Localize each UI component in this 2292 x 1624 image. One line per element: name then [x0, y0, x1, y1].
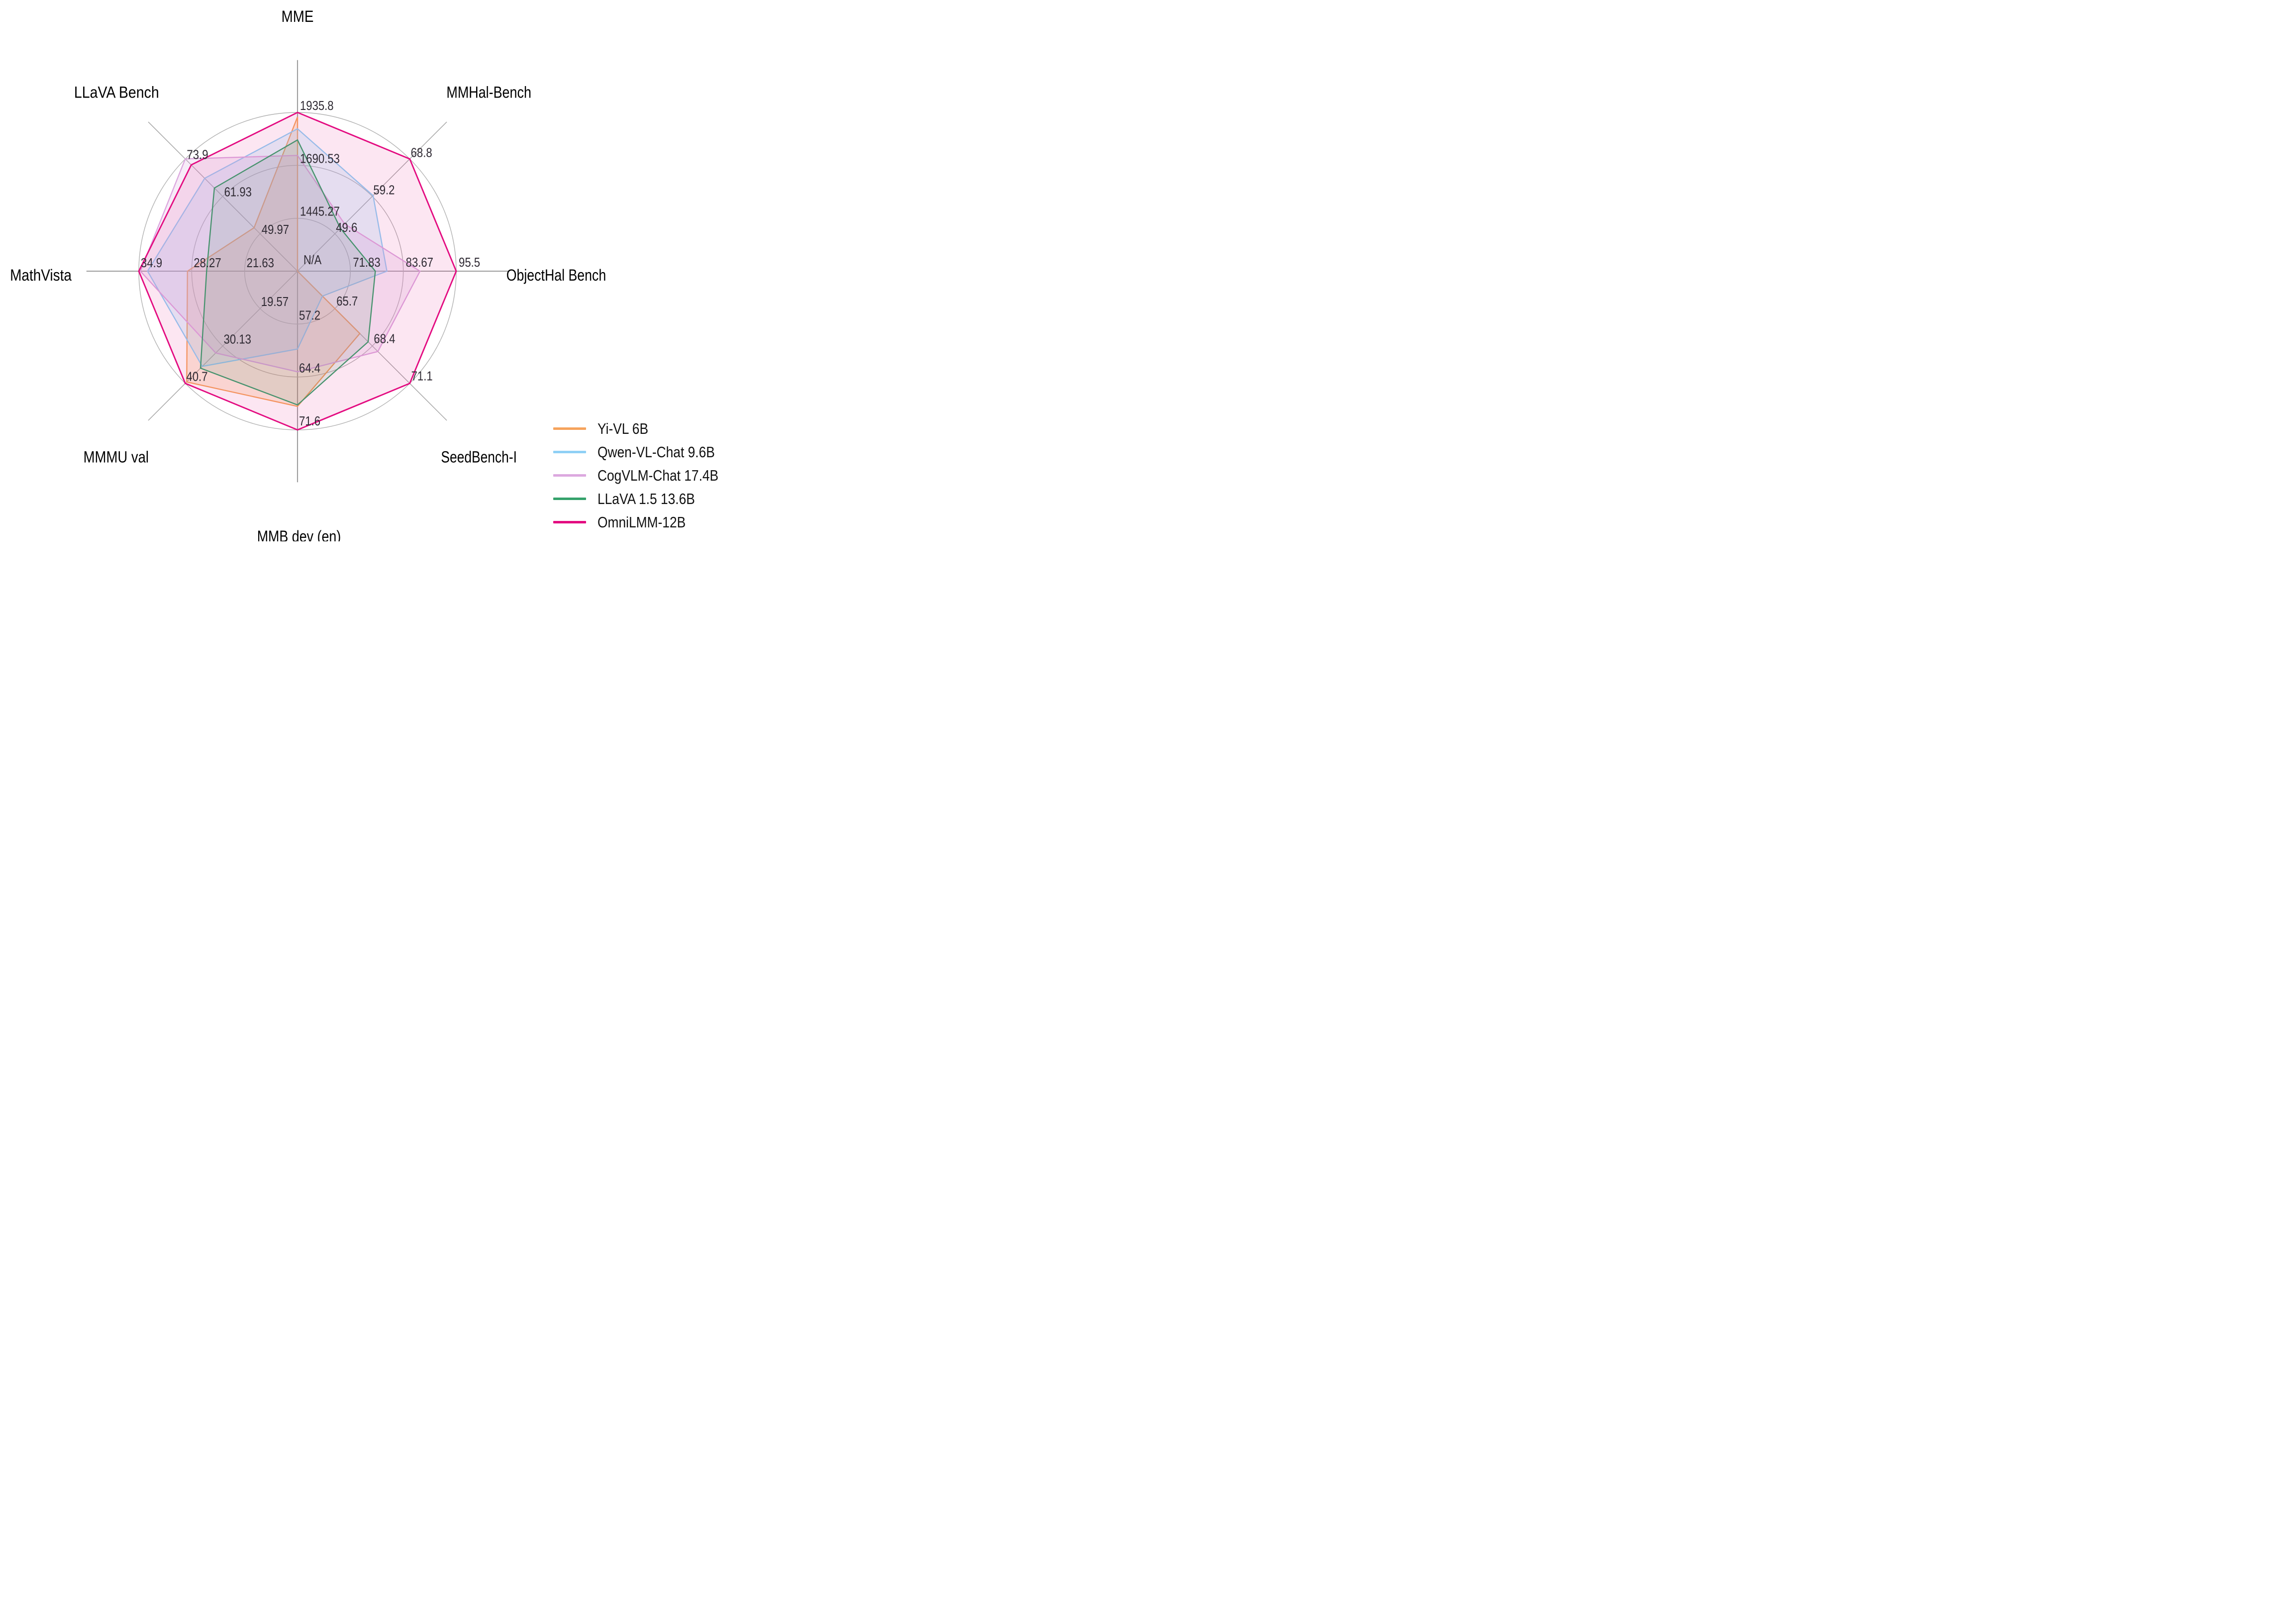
tick-label-llava-bench-1: 61.93 — [224, 185, 252, 200]
axis-title-mme: MME — [282, 7, 314, 25]
legend-item-yi-vl-6b: Yi-VL 6B — [553, 417, 762, 440]
radar-chart: 1445.27 1690.53 1935.8 49.6 59.2 68.8 71.83 83.… — [10, 7, 606, 541]
legend-label: Qwen-VL-Chat 9.6B — [598, 443, 715, 461]
tick-label-mmb-dev-en-2: 71.6 — [299, 413, 320, 428]
tick-label-mathvista-1: 28.27 — [194, 255, 221, 270]
series-polygon-llava-1-5-13-6b — [199, 139, 376, 406]
series-polygon-omnilmm-12b — [138, 111, 457, 431]
tick-label-mme-1: 1690.53 — [300, 151, 340, 166]
axis-title-objecthal-bench: ObjectHal Bench — [506, 266, 606, 284]
tick-label-llava-bench-2: 73.9 — [187, 147, 208, 162]
tick-label-seedbench-i-2: 71.1 — [411, 369, 433, 384]
axis-title-mmhal-bench: MMHal-Bench — [446, 83, 531, 101]
tick-label-seedbench-i-1: 68.4 — [374, 331, 395, 346]
tick-label-objecthal-bench-0: 71.83 — [353, 255, 380, 270]
tick-label-mmmu-val-2: 40.7 — [186, 369, 207, 384]
legend-label: CogVLM-Chat 17.4B — [598, 466, 719, 484]
legend-line-icon — [553, 498, 586, 500]
tick-label-mmb-dev-en-1: 64.4 — [299, 361, 320, 376]
tick-label-llava-bench-0: 49.97 — [262, 222, 289, 237]
axis-title-mathvista: MathVista — [10, 266, 72, 284]
legend-item-qwen-vl-chat-9-6b: Qwen-VL-Chat 9.6B — [553, 440, 762, 464]
tick-label-mmb-dev-en-0: 57.2 — [299, 307, 320, 322]
legend: Yi-VL 6B Qwen-VL-Chat 9.6B CogVLM-Chat 17.… — [553, 417, 762, 534]
legend-label: Yi-VL 6B — [598, 419, 649, 437]
legend-line-icon — [553, 427, 586, 430]
tick-label-mmmu-val-1: 30.13 — [224, 331, 251, 346]
legend-line-icon — [553, 474, 586, 477]
tick-label-objecthal-bench-2: 95.5 — [459, 255, 480, 270]
radar-figure: 1445.27 1690.53 1935.8 49.6 59.2 68.8 71.83 83.… — [0, 0, 764, 541]
legend-item-omnilmm-12b: OmniLMM-12B — [553, 510, 762, 534]
tick-label-mathvista-0: 21.63 — [247, 255, 274, 270]
series-polygon-qwen-vl-chat-9-6b — [147, 128, 388, 367]
series-polygon-cogvlm-chat-17-4b — [139, 155, 421, 373]
tick-label-objecthal-bench-1: 83.67 — [406, 255, 433, 270]
legend-label: OmniLMM-12B — [598, 513, 686, 531]
tick-label-mathvista-2: 34.9 — [141, 255, 162, 270]
tick-label-mmhal-bench-1: 59.2 — [373, 183, 395, 198]
axis-title-mmb-dev-en: MMB dev (en) — [257, 527, 341, 541]
axis-title-mmmu-val: MMMU val — [84, 448, 149, 466]
series-polygon-yi-vl-6b — [186, 116, 361, 407]
axis-title-llava-bench: LLaVA Bench — [74, 83, 159, 101]
tick-label-mmhal-bench-2: 68.8 — [411, 145, 432, 160]
tick-label-mmmu-val-0: 19.57 — [261, 294, 289, 309]
tick-label-mmhal-bench-0: 49.6 — [336, 220, 357, 235]
axis-title-seedbench-i: SeedBench-I — [441, 448, 517, 466]
tick-label-seedbench-i-0: 65.7 — [336, 294, 358, 308]
legend-line-icon — [553, 521, 586, 523]
center-na-label: N/A — [303, 252, 322, 267]
legend-item-llava-1-5-13-6b: LLaVA 1.5 13.6B — [553, 487, 762, 510]
tick-label-mme-0: 1445.27 — [300, 204, 340, 219]
legend-label: LLaVA 1.5 13.6B — [598, 490, 695, 508]
tick-label-mme-2: 1935.8 — [300, 98, 334, 113]
legend-item-cogvlm-chat-17-4b: CogVLM-Chat 17.4B — [553, 464, 762, 487]
legend-line-icon — [553, 451, 586, 453]
